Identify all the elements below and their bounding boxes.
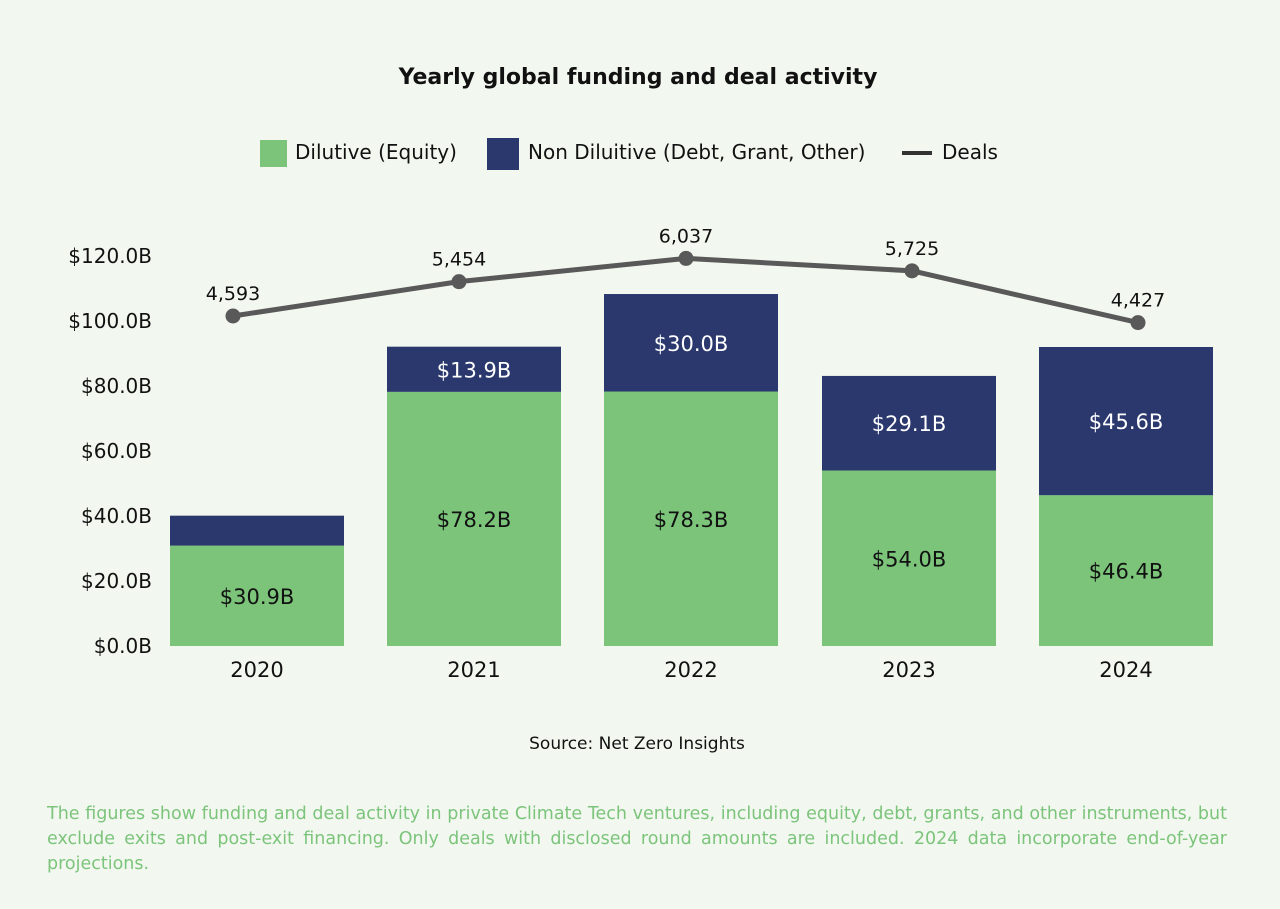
y-tick-label: $80.0B bbox=[81, 374, 152, 398]
bar-label-non-dilutive: $30.0B bbox=[654, 332, 729, 356]
bar-non-dilutive bbox=[170, 515, 344, 546]
deals-point bbox=[678, 250, 694, 266]
bar-label-dilutive: $78.3B bbox=[654, 508, 729, 532]
deals-point bbox=[451, 274, 467, 290]
y-axis: $0.0B $20.0B $40.0B $60.0B $80.0B $100.0B $120… bbox=[68, 244, 152, 658]
bar-label-non-dilutive: $13.9B bbox=[437, 358, 512, 382]
bar-label-non-dilutive: $29.1B bbox=[872, 412, 947, 436]
deals-label: 4,593 bbox=[206, 283, 260, 305]
legend-label-non-dilutive: Non Diluitive (Debt, Grant, Other) bbox=[528, 140, 865, 164]
bar-dilutive bbox=[1039, 495, 1213, 646]
legend-label-dilutive: Dilutive (Equity) bbox=[295, 140, 457, 164]
bar-non-dilutive bbox=[1039, 347, 1213, 496]
legend-swatch-dilutive bbox=[260, 140, 287, 167]
deals-label: 4,427 bbox=[1111, 290, 1165, 312]
bar-label-dilutive: $78.2B bbox=[437, 508, 512, 532]
deals-line-series: 4,593 5,454 6,037 5,725 4,427 bbox=[206, 225, 1165, 331]
source-note: Source: Net Zero Insights bbox=[529, 734, 745, 754]
legend: Dilutive (Equity) Non Diluitive (Debt, G… bbox=[260, 138, 998, 170]
deals-label: 5,725 bbox=[885, 238, 939, 260]
bar-non-dilutive bbox=[387, 346, 561, 392]
x-tick-label: 2022 bbox=[664, 658, 717, 682]
bar-non-dilutive bbox=[604, 294, 778, 392]
bar-label-dilutive: $30.9B bbox=[220, 585, 295, 609]
bar-dilutive bbox=[387, 391, 561, 646]
y-tick-label: $60.0B bbox=[81, 439, 152, 463]
y-tick-label: $40.0B bbox=[81, 504, 152, 528]
bar-label-non-dilutive: $45.6B bbox=[1089, 410, 1164, 434]
y-tick-label: $120.0B bbox=[68, 244, 152, 268]
bar-dilutive bbox=[170, 545, 344, 646]
x-tick-label: 2023 bbox=[882, 658, 935, 682]
bar-dilutive bbox=[604, 391, 778, 646]
deals-point bbox=[225, 308, 241, 324]
deals-label: 6,037 bbox=[659, 225, 713, 247]
legend-swatch-non-dilutive bbox=[487, 138, 519, 170]
y-tick-label: $0.0B bbox=[94, 634, 152, 658]
x-tick-label: 2021 bbox=[447, 658, 500, 682]
x-tick-label: 2024 bbox=[1099, 658, 1152, 682]
bar-dilutive bbox=[822, 470, 996, 646]
deals-label: 5,454 bbox=[432, 249, 486, 271]
legend-label-deals: Deals bbox=[942, 140, 998, 164]
x-axis: 2020 2021 2022 2023 2024 bbox=[230, 658, 1152, 682]
y-tick-label: $100.0B bbox=[68, 309, 152, 333]
footnote: The figures show funding and deal activi… bbox=[47, 804, 1227, 874]
bar-label-dilutive: $46.4B bbox=[1089, 560, 1164, 584]
bars: $30.9B $78.2B $13.9B $78.3B $30.0B $54.0B $29.… bbox=[170, 294, 1213, 646]
deals-point bbox=[904, 263, 920, 279]
bar-non-dilutive bbox=[822, 375, 996, 471]
y-tick-label: $20.0B bbox=[81, 569, 152, 593]
bar-label-dilutive: $54.0B bbox=[872, 547, 947, 571]
x-tick-label: 2020 bbox=[230, 658, 283, 682]
deals-point bbox=[1130, 315, 1146, 331]
chart-title: Yearly global funding and deal activity bbox=[398, 65, 878, 90]
